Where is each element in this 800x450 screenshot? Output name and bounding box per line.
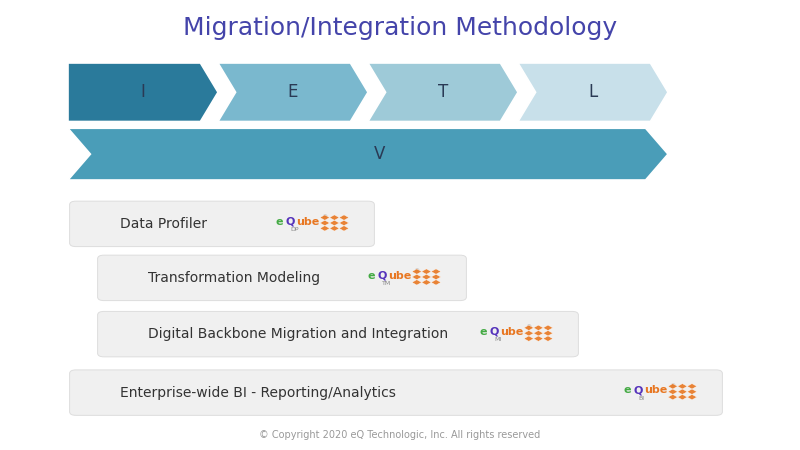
Polygon shape <box>524 336 534 341</box>
Polygon shape <box>543 336 553 341</box>
Polygon shape <box>339 215 349 220</box>
Polygon shape <box>422 269 431 274</box>
Polygon shape <box>368 63 518 122</box>
Polygon shape <box>678 394 687 400</box>
Polygon shape <box>678 389 687 394</box>
FancyBboxPatch shape <box>98 311 578 357</box>
Polygon shape <box>330 215 339 220</box>
Text: Q: Q <box>286 216 295 227</box>
Polygon shape <box>422 280 431 285</box>
Text: I: I <box>141 83 146 101</box>
Polygon shape <box>668 383 678 389</box>
Text: ®: ® <box>414 270 420 274</box>
Text: Enterprise-wide BI - Reporting/Analytics: Enterprise-wide BI - Reporting/Analytics <box>120 386 396 400</box>
Polygon shape <box>534 330 543 336</box>
Polygon shape <box>218 63 368 122</box>
Polygon shape <box>543 330 553 336</box>
Text: e: e <box>276 216 283 227</box>
Polygon shape <box>431 274 441 280</box>
Text: ube: ube <box>500 327 523 337</box>
Text: ®: ® <box>322 216 328 220</box>
Polygon shape <box>330 220 339 225</box>
FancyBboxPatch shape <box>98 255 466 301</box>
Polygon shape <box>687 389 697 394</box>
Polygon shape <box>431 280 441 285</box>
FancyBboxPatch shape <box>70 201 374 247</box>
Text: E: E <box>288 83 298 101</box>
Text: © Copyright 2020 eQ Technologic, Inc. All rights reserved: © Copyright 2020 eQ Technologic, Inc. Al… <box>259 430 541 440</box>
Polygon shape <box>339 225 349 231</box>
Polygon shape <box>534 325 543 330</box>
Polygon shape <box>412 274 422 280</box>
Polygon shape <box>339 220 349 225</box>
Text: BI: BI <box>638 396 645 400</box>
Polygon shape <box>68 128 668 180</box>
Polygon shape <box>668 389 678 394</box>
Polygon shape <box>668 394 678 400</box>
Text: ube: ube <box>388 270 411 281</box>
Polygon shape <box>543 325 553 330</box>
Polygon shape <box>687 394 697 400</box>
Polygon shape <box>534 336 543 341</box>
Text: DP: DP <box>290 227 299 232</box>
Text: e: e <box>480 327 487 337</box>
Polygon shape <box>518 63 668 122</box>
Polygon shape <box>412 269 422 274</box>
Polygon shape <box>320 225 330 231</box>
Polygon shape <box>687 383 697 389</box>
Polygon shape <box>422 274 431 280</box>
Text: Migration/Integration Methodology: Migration/Integration Methodology <box>183 16 617 40</box>
Polygon shape <box>524 325 534 330</box>
Polygon shape <box>678 383 687 389</box>
Text: V: V <box>374 145 385 163</box>
Text: Q: Q <box>378 270 387 281</box>
Polygon shape <box>320 215 330 220</box>
Polygon shape <box>68 63 218 122</box>
Text: Transformation Modeling: Transformation Modeling <box>148 271 320 285</box>
Text: ®: ® <box>670 384 676 389</box>
Text: ube: ube <box>644 385 667 396</box>
Text: ®: ® <box>526 326 532 331</box>
Text: Data Profiler: Data Profiler <box>120 217 207 231</box>
Text: L: L <box>588 83 598 101</box>
Polygon shape <box>524 330 534 336</box>
Text: Digital Backbone Migration and Integration: Digital Backbone Migration and Integrati… <box>148 327 448 341</box>
Polygon shape <box>431 269 441 274</box>
Text: T: T <box>438 83 448 101</box>
Text: e: e <box>368 270 375 281</box>
Polygon shape <box>320 220 330 225</box>
Text: TM: TM <box>382 281 392 286</box>
Polygon shape <box>330 225 339 231</box>
Text: Q: Q <box>490 327 499 337</box>
Text: MI: MI <box>494 337 502 342</box>
FancyBboxPatch shape <box>70 370 722 415</box>
Text: e: e <box>624 385 631 396</box>
Text: Q: Q <box>634 385 643 396</box>
Text: ube: ube <box>296 216 319 227</box>
Polygon shape <box>412 280 422 285</box>
